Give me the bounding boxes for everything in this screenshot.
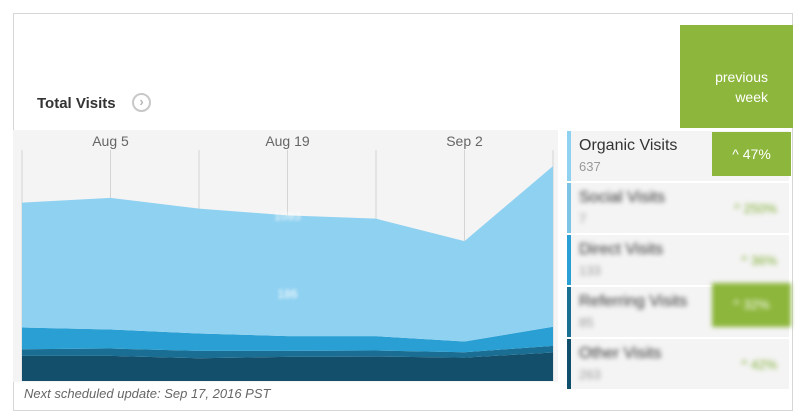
legend-color-swatch [567,287,571,337]
x-tick-label: Aug 5 [92,133,129,149]
legend-item[interactable]: Social Visits 7 ^ 250% [567,183,789,235]
next-update-note: Next scheduled update: Sep 17, 2016 PST [24,386,271,401]
area-series-other-visits[interactable] [22,352,553,381]
area-series-referring-visits[interactable] [22,345,553,359]
data-label: 186 [277,287,297,301]
organic-delta-value: 47% [742,146,771,162]
referring-delta-value: 32% [743,297,770,312]
caret-up-icon: ^ [733,297,740,312]
x-tick-label: Sep 2 [446,133,483,149]
legend-item-name: Referring Visits [579,293,688,310]
x-tick-label: Aug 19 [265,133,310,149]
legend-item-name: Other Visits [579,345,662,362]
legend-item-delta: ^ 36% [741,253,777,268]
area-series-organic-visits[interactable] [22,166,553,342]
organic-delta-badge: ^ 47% [712,132,791,176]
legend-item-delta: ^ 42% [741,357,777,372]
caret-up-icon: ^ [732,146,739,162]
legend-item-value: 263 [579,367,601,382]
previous-week-label-line1: previous [715,69,768,85]
previous-week-label-line2: week [735,89,768,105]
previous-week-badge[interactable]: previous week [680,25,793,128]
legend-item-value: 637 [579,159,601,174]
area-series-direct-visits[interactable] [22,326,553,353]
chevron-right-circle-icon[interactable]: › [132,93,151,112]
legend-item-name: Organic Visits [579,137,678,154]
legend-item-value: 133 [579,263,601,278]
legend-item-value: 7 [579,211,587,226]
widget-title: Total Visits [37,95,116,112]
legend-item-delta: ^ 250% [734,201,777,216]
legend-item-value: 85 [579,315,594,330]
legend-color-swatch [567,183,571,233]
legend-item-name: Direct Visits [579,241,664,258]
referring-delta-badge: ^ 32% [712,283,791,327]
legend-item-name: Social Visits [579,189,665,206]
legend-color-swatch [567,339,571,389]
legend-item[interactable]: Other Visits 263 ^ 42% [567,339,789,391]
legend-item[interactable]: Direct Visits 133 ^ 36% [567,235,789,287]
legend-color-swatch [567,235,571,285]
legend-color-swatch [567,131,571,181]
data-label: 1093 [274,209,301,223]
